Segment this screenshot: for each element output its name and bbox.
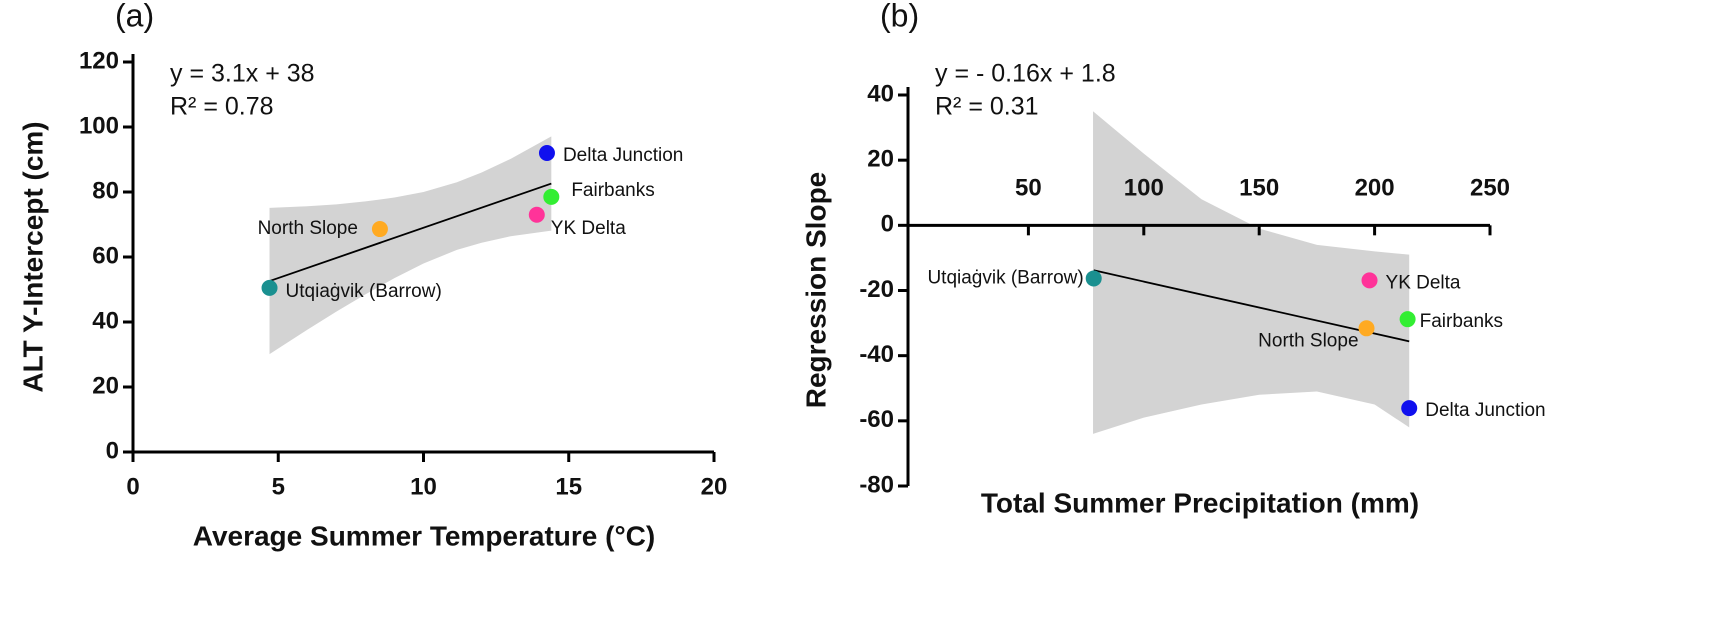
x-tick-label: 10 [410,473,437,500]
point [1399,311,1416,328]
point [1358,320,1375,337]
x-tick-label: 0 [126,473,139,500]
point-label: Utqiaġvik (Barrow) [286,281,442,302]
annotation: R² = 0.78 [170,93,274,121]
y-tick-label: 60 [92,242,119,269]
point-label: Fairbanks [571,180,654,201]
point-label: YK Delta [1386,272,1461,293]
y-tick-label: -20 [859,276,894,303]
y-tick-label: 0 [106,437,119,464]
fit-line [1093,269,1410,343]
x-tick-label: 15 [555,473,582,500]
annotation: R² = 0.31 [935,93,1039,121]
y-tick-label: -40 [859,341,894,368]
point-label: Fairbanks [1420,311,1503,332]
point-label: YK Delta [551,218,626,239]
y-tick-label: -60 [859,406,894,433]
y-tick-label: 40 [867,80,894,107]
point-label: Delta Junction [1425,400,1545,421]
point [1401,400,1418,417]
x-tick-label: 200 [1355,175,1395,202]
annotation: y = 3.1x + 38 [170,60,315,88]
confidence-band [1093,111,1410,434]
fit-line [269,182,552,282]
y-tick-label: 0 [881,211,894,238]
y-tick-label: -80 [859,471,894,498]
point-label: North Slope [1258,330,1358,351]
y-tick-label: 100 [79,112,119,139]
x-tick-label: 250 [1470,175,1510,202]
point [528,206,545,223]
panel-title: (b) [880,0,919,33]
annotation: y = - 0.16x + 1.8 [935,60,1116,88]
panel-title: (a) [115,0,154,33]
y-tick-label: 20 [867,146,894,173]
y-axis-title: ALT Y-Intercept (cm) [17,121,48,392]
y-tick-label: 120 [79,47,119,74]
x-axis-title: Total Summer Precipitation (mm) [981,487,1419,518]
x-tick-label: 20 [701,473,728,500]
y-tick-label: 20 [92,372,119,399]
x-tick-label: 50 [1015,175,1042,202]
point [261,279,278,296]
point [371,221,388,238]
confidence-band [269,136,552,355]
x-tick-label: 150 [1239,175,1279,202]
x-axis-title: Average Summer Temperature (°C) [193,520,655,551]
point-label: North Slope [258,218,358,239]
point [538,145,555,161]
x-tick-label: 5 [272,473,285,500]
y-tick-label: 40 [92,307,119,334]
point-label: Utqiaġvik (Barrow) [927,267,1083,288]
y-axis-title: Regression Slope [800,172,831,409]
point [1361,272,1378,289]
point [543,188,560,205]
point [1085,270,1102,287]
point-label: Delta Junction [563,145,683,166]
x-tick-label: 100 [1124,175,1164,202]
y-tick-label: 80 [92,177,119,204]
